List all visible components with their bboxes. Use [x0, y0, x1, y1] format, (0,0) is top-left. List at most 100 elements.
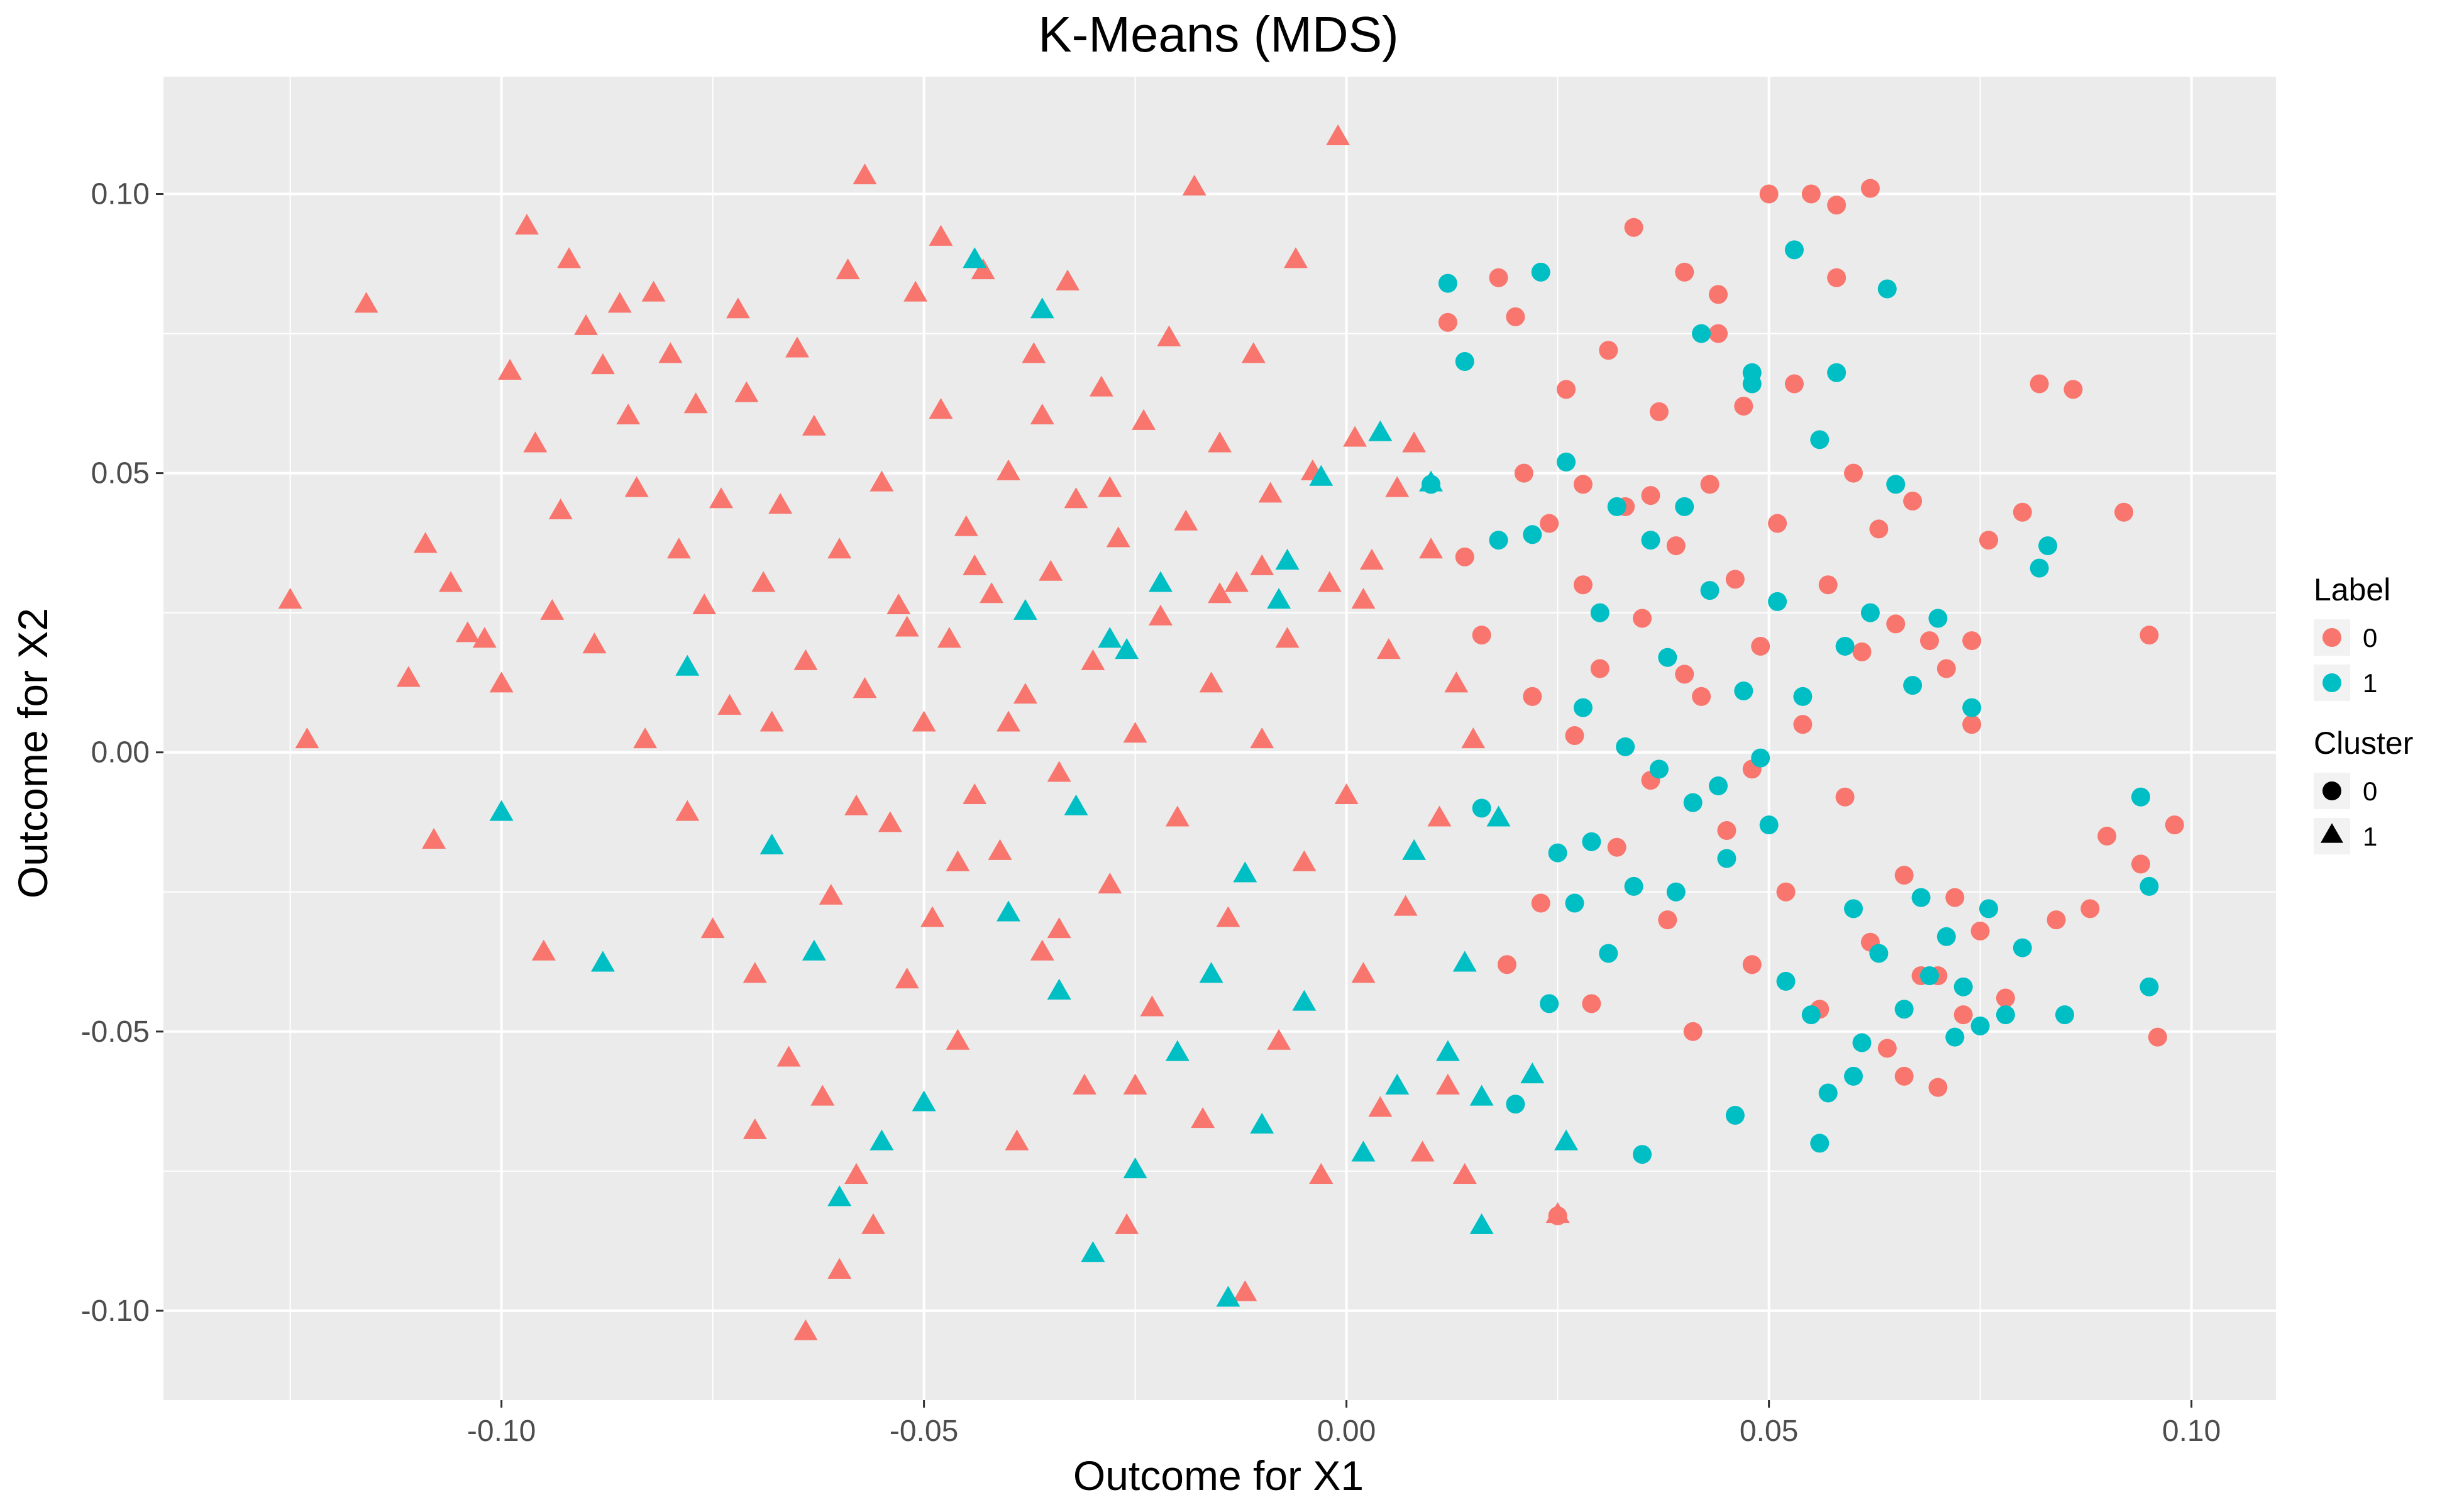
point-label-1-cluster-1 — [997, 900, 1020, 922]
legend-title-label: Label — [2314, 572, 2390, 607]
point-label-0-cluster-1 — [641, 280, 666, 302]
point-label-0-cluster-1 — [1039, 560, 1063, 581]
point-label-1-cluster-0 — [1692, 324, 1711, 343]
point-label-1-cluster-1 — [1199, 962, 1223, 983]
point-label-0-cluster-1 — [963, 554, 987, 575]
point-label-1-cluster-1 — [1047, 978, 1071, 1000]
point-label-0-cluster-0 — [1827, 268, 1847, 287]
point-label-1-cluster-1 — [1123, 1157, 1147, 1179]
point-label-0-cluster-0 — [1506, 307, 1525, 326]
point-label-1-cluster-0 — [1953, 977, 1973, 996]
point-label-0-cluster-0 — [2114, 502, 2134, 522]
point-label-0-cluster-1 — [1461, 727, 1486, 749]
point-label-1-cluster-0 — [1616, 737, 1635, 756]
point-label-1-cluster-0 — [1455, 351, 1474, 371]
x-tick-label: -0.05 — [890, 1415, 958, 1448]
chart-title: K-Means (MDS) — [1038, 6, 1398, 62]
point-label-0-cluster-1 — [861, 1213, 885, 1234]
point-label-1-cluster-0 — [1970, 1016, 1990, 1035]
point-label-0-cluster-1 — [1402, 431, 1427, 453]
point-label-0-cluster-1 — [1047, 761, 1071, 782]
point-label-1-cluster-1 — [489, 800, 514, 821]
point-label-0-cluster-0 — [1784, 374, 1804, 394]
point-label-0-cluster-1 — [1115, 1213, 1139, 1234]
point-label-1-cluster-0 — [1438, 273, 1457, 293]
point-label-0-cluster-1 — [1081, 649, 1105, 670]
point-label-0-cluster-1 — [1241, 342, 1266, 363]
point-label-0-cluster-0 — [1970, 921, 1990, 941]
point-label-0-cluster-0 — [1497, 955, 1516, 974]
point-label-0-cluster-1 — [540, 599, 565, 620]
point-label-0-cluster-1 — [1005, 1129, 1029, 1151]
point-label-0-cluster-1 — [1030, 403, 1054, 425]
point-label-1-cluster-0 — [1489, 531, 1508, 550]
point-label-1-cluster-0 — [1742, 374, 1762, 394]
point-label-0-cluster-1 — [853, 677, 877, 698]
point-label-0-cluster-1 — [1309, 1162, 1334, 1184]
point-label-1-cluster-0 — [1590, 603, 1610, 622]
point-label-1-cluster-1 — [1292, 990, 1317, 1011]
point-label-1-cluster-0 — [1945, 1027, 1965, 1047]
point-label-1-cluster-1 — [963, 247, 987, 268]
point-label-0-cluster-1 — [946, 850, 970, 871]
point-label-1-cluster-1 — [1115, 638, 1139, 659]
point-label-0-cluster-0 — [1489, 268, 1508, 287]
point-label-1-cluster-0 — [1869, 944, 1889, 963]
point-label-0-cluster-1 — [810, 1084, 835, 1106]
x-axis-title: Outcome for X1 — [1073, 1452, 1364, 1499]
point-label-0-cluster-1 — [988, 839, 1012, 860]
point-label-0-cluster-1 — [1326, 124, 1350, 145]
point-label-1-cluster-1 — [1250, 1112, 1274, 1134]
point-label-0-cluster-1 — [776, 1046, 801, 1067]
legend-title-cluster: Cluster — [2314, 726, 2413, 761]
point-label-0-cluster-1 — [1089, 375, 1113, 397]
point-label-0-cluster-1 — [937, 627, 961, 648]
point-label-0-cluster-1 — [1174, 509, 1198, 531]
point-label-0-cluster-1 — [709, 487, 734, 509]
point-label-0-cluster-0 — [1514, 463, 1533, 483]
point-label-0-cluster-1 — [455, 621, 480, 643]
x-tick-label: 0.00 — [1317, 1415, 1376, 1448]
point-label-0-cluster-1 — [1132, 409, 1156, 430]
point-label-0-cluster-1 — [1047, 917, 1071, 939]
point-label-1-cluster-1 — [675, 654, 700, 676]
point-label-0-cluster-1 — [422, 827, 446, 849]
point-label-0-cluster-1 — [743, 962, 767, 983]
point-label-0-cluster-1 — [785, 336, 809, 358]
point-label-1-cluster-1 — [1216, 1286, 1240, 1307]
legend: Label 0 1 Cluster 0 1 — [2314, 572, 2413, 854]
point-label-1-cluster-0 — [1768, 592, 1787, 611]
point-label-0-cluster-0 — [1751, 636, 1770, 656]
point-label-0-cluster-1 — [1359, 548, 1384, 570]
plot-panel — [163, 77, 2276, 1400]
point-label-1-cluster-0 — [1827, 363, 1847, 382]
point-label-0-cluster-1 — [1148, 604, 1173, 626]
point-label-1-cluster-0 — [2038, 536, 2058, 556]
point-label-0-cluster-1 — [903, 280, 928, 302]
point-label-0-cluster-1 — [827, 538, 852, 559]
y-axis-title: Outcome for X2 — [9, 608, 56, 898]
point-label-1-cluster-0 — [1844, 899, 1863, 919]
point-label-0-cluster-1 — [870, 470, 894, 492]
point-label-0-cluster-0 — [1649, 402, 1669, 421]
point-label-0-cluster-1 — [895, 968, 919, 989]
point-label-1-cluster-0 — [1734, 682, 1753, 701]
point-label-1-cluster-0 — [1523, 525, 1542, 544]
point-label-1-cluster-1 — [1233, 861, 1257, 883]
point-label-1-cluster-1 — [590, 951, 615, 972]
point-label-0-cluster-1 — [793, 1319, 818, 1340]
point-label-0-cluster-0 — [1928, 1078, 1948, 1097]
point-label-0-cluster-1 — [819, 883, 843, 905]
point-label-0-cluster-1 — [853, 163, 877, 185]
point-label-0-cluster-1 — [886, 593, 911, 615]
point-label-0-cluster-1 — [607, 292, 632, 313]
legend-entry-label: 1 — [2363, 822, 2377, 851]
point-label-1-cluster-0 — [1675, 497, 1694, 516]
point-label-0-cluster-0 — [2013, 502, 2032, 522]
point-label-0-cluster-0 — [1725, 570, 1745, 589]
point-label-0-cluster-1 — [1376, 638, 1401, 659]
point-label-0-cluster-1 — [844, 1162, 869, 1184]
point-label-0-cluster-1 — [354, 292, 378, 313]
point-label-0-cluster-1 — [878, 811, 902, 832]
